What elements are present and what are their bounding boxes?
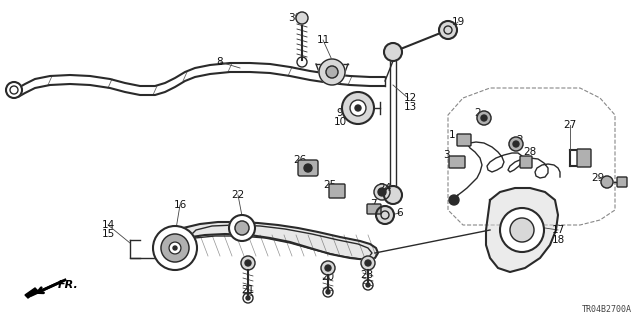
Circle shape: [376, 206, 394, 224]
Text: 3: 3: [443, 150, 449, 160]
Circle shape: [321, 261, 335, 275]
Circle shape: [601, 176, 613, 188]
FancyBboxPatch shape: [457, 134, 471, 146]
Circle shape: [173, 246, 177, 250]
Circle shape: [366, 283, 370, 287]
Text: 1: 1: [449, 130, 455, 140]
Text: 2: 2: [475, 108, 481, 118]
Text: 25: 25: [323, 180, 337, 190]
Circle shape: [350, 100, 366, 116]
Text: 11: 11: [316, 35, 330, 45]
Circle shape: [384, 186, 402, 204]
Circle shape: [246, 296, 250, 300]
FancyBboxPatch shape: [577, 149, 591, 167]
Text: FR.: FR.: [58, 280, 79, 290]
Circle shape: [153, 226, 197, 270]
Circle shape: [374, 184, 390, 200]
Circle shape: [296, 12, 308, 24]
FancyBboxPatch shape: [617, 177, 627, 187]
Text: 24: 24: [378, 183, 392, 193]
Text: 8: 8: [217, 57, 223, 67]
Polygon shape: [25, 288, 38, 298]
Circle shape: [245, 260, 251, 266]
Polygon shape: [486, 188, 558, 272]
FancyBboxPatch shape: [367, 204, 381, 214]
Circle shape: [342, 92, 374, 124]
Circle shape: [378, 188, 386, 196]
Text: 26: 26: [293, 155, 307, 165]
Text: 23: 23: [360, 270, 374, 280]
Circle shape: [449, 195, 459, 205]
Circle shape: [326, 290, 330, 294]
Circle shape: [6, 82, 22, 98]
FancyBboxPatch shape: [329, 184, 345, 198]
Circle shape: [325, 265, 331, 271]
Circle shape: [439, 21, 457, 39]
FancyBboxPatch shape: [520, 156, 532, 168]
Circle shape: [229, 215, 255, 241]
Circle shape: [326, 66, 338, 78]
Text: 15: 15: [101, 229, 115, 239]
Circle shape: [481, 115, 487, 121]
Text: 17: 17: [552, 225, 564, 235]
Text: 29: 29: [591, 173, 605, 183]
Text: 18: 18: [552, 235, 564, 245]
Text: 9: 9: [337, 108, 343, 118]
Circle shape: [319, 59, 345, 85]
Text: 10: 10: [333, 117, 347, 127]
Text: 28: 28: [524, 147, 536, 157]
Text: 14: 14: [101, 220, 115, 230]
Circle shape: [304, 164, 312, 172]
Text: 21: 21: [241, 285, 255, 295]
Text: 19: 19: [451, 17, 465, 27]
Text: 5: 5: [527, 223, 533, 233]
FancyBboxPatch shape: [449, 156, 465, 168]
Text: 13: 13: [403, 102, 417, 112]
Text: 7: 7: [370, 199, 376, 209]
Circle shape: [169, 242, 181, 254]
Circle shape: [161, 234, 189, 262]
Text: 12: 12: [403, 93, 417, 103]
Circle shape: [365, 260, 371, 266]
Text: 30: 30: [289, 13, 301, 23]
Circle shape: [500, 208, 544, 252]
Circle shape: [241, 256, 255, 270]
Circle shape: [509, 137, 523, 151]
Text: 6: 6: [397, 208, 403, 218]
Circle shape: [513, 141, 519, 147]
Text: 22: 22: [232, 190, 244, 200]
Circle shape: [510, 218, 534, 242]
FancyBboxPatch shape: [298, 160, 318, 176]
Text: 27: 27: [563, 120, 577, 130]
Polygon shape: [158, 222, 378, 260]
Circle shape: [235, 221, 249, 235]
Circle shape: [355, 105, 361, 111]
Text: 16: 16: [173, 200, 187, 210]
Text: 20: 20: [321, 272, 335, 282]
Circle shape: [384, 43, 402, 61]
Text: 4: 4: [527, 213, 533, 223]
Text: 2: 2: [516, 135, 524, 145]
Circle shape: [361, 256, 375, 270]
Circle shape: [477, 111, 491, 125]
Text: TR04B2700A: TR04B2700A: [582, 305, 632, 314]
